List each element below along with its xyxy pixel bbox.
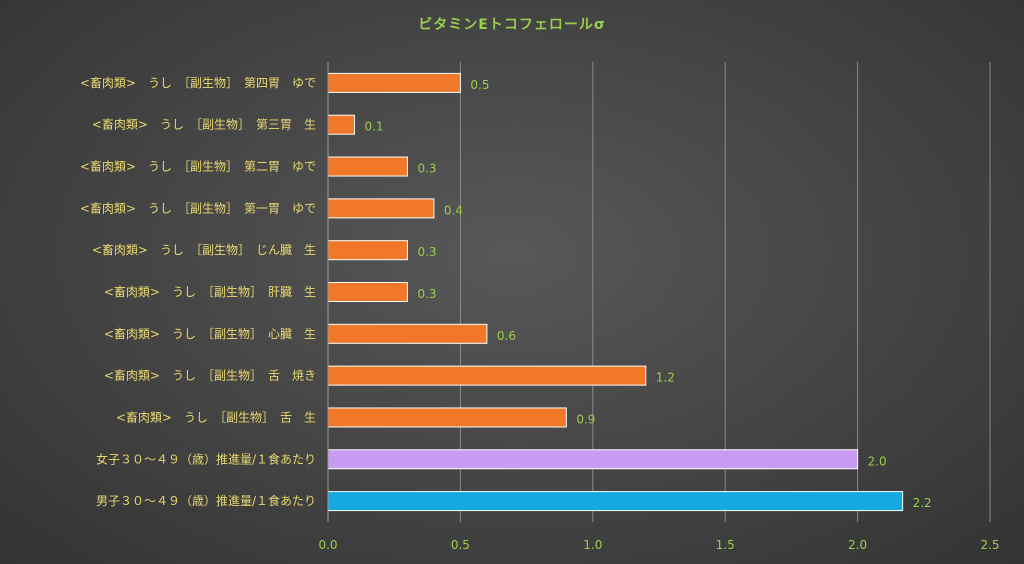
category-label: <畜肉類> うし ［副生物］ 第四胃 ゆで [80,75,316,90]
bar [327,198,435,219]
x-tick-label: 2.5 [980,538,999,552]
x-tick-label: 1.5 [716,538,735,552]
data-label: 0.4 [444,203,463,217]
bar [327,365,647,386]
bar [327,282,408,302]
data-label: 0.5 [470,78,489,92]
x-tick-label: 0.0 [318,538,337,552]
data-label: 0.1 [364,120,383,134]
category-label: <畜肉類> うし ［副生物］ 第二胃 ゆで [80,159,316,174]
category-label: <畜肉類> うし ［副生物］ 舌 生 [116,409,316,424]
category-label: 男子３０～４９（歳）推進量/１食あたり [96,493,316,508]
bar [327,156,408,177]
data-label: 1.2 [656,371,675,385]
data-label: 0.9 [576,412,595,426]
data-label: 0.3 [417,245,436,259]
bar [327,491,904,512]
chart-title: ビタミンEトコフェロールσ [418,17,606,33]
category-label: 女子３０～４９（歳）推進量/１食あたり [96,451,316,466]
x-tick-label: 0.5 [451,538,470,552]
data-label: 2.2 [913,496,932,510]
bar [327,240,408,261]
data-label: 2.0 [868,454,887,468]
bar [327,72,461,93]
category-label: <畜肉類> うし ［副生物］ 第三胃 生 [92,117,316,132]
x-tick-label: 1.0 [583,538,602,552]
category-label: <畜肉類> うし ［副生物］ 舌 焼き [104,368,316,383]
category-label: <畜肉類> うし ［副生物］ じん臓 生 [92,242,316,257]
bar [327,323,488,344]
bar [327,407,567,428]
data-label: 0.6 [497,329,516,343]
category-label: <畜肉類> うし ［副生物］ 第一胃 ゆで [80,200,316,215]
data-label: 0.3 [417,162,436,176]
bar [327,449,859,470]
bar [327,114,355,135]
category-label: <畜肉類> うし ［副生物］ 肝臓 生 [104,284,316,299]
x-tick-label: 2.0 [848,538,867,552]
category-label: <畜肉類> うし ［副生物］ 心臓 生 [104,326,316,341]
data-label: 0.3 [417,287,436,301]
